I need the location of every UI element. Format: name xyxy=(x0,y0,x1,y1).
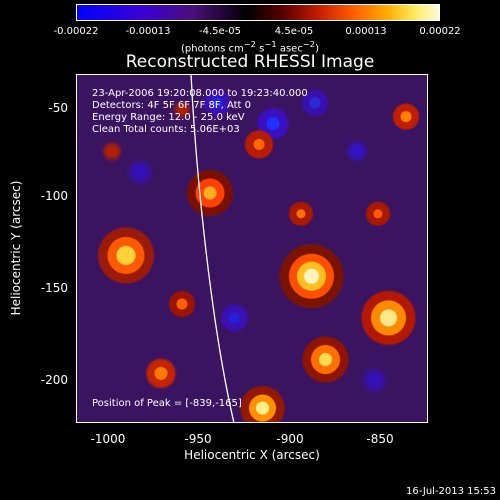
peak-position: Position of Peak = [-839,-165] xyxy=(92,398,242,409)
x-tick-label: -1000 xyxy=(90,432,126,446)
y-tick-label: -100 xyxy=(40,189,68,203)
solar-limb xyxy=(190,74,235,423)
y-tick-label: -200 xyxy=(40,373,68,387)
timestamp: 16-Jul-2013 15:53 xyxy=(405,486,496,497)
info-energy: Energy Range: 12.0 - 25.0 keV xyxy=(92,112,245,123)
colorbar-tick: 0.00013 xyxy=(345,26,387,37)
colorbar-tick: -4.5e-05 xyxy=(199,26,241,37)
x-tick-label: -950 xyxy=(184,432,212,446)
info-time: 23-Apr-2006 19:20:08.000 to 19:23:40.000 xyxy=(92,88,308,99)
x-tick-label: -900 xyxy=(276,432,304,446)
colorbar-tick: -0.00013 xyxy=(125,26,171,37)
y-axis-label: Heliocentric Y (arcsec) xyxy=(9,180,23,316)
info-clean: Clean Total counts: 5.06E+03 xyxy=(92,124,240,135)
colorbar-units: (photons cm−2 s−1 asec−2) xyxy=(180,39,320,55)
x-tick-label: -850 xyxy=(366,432,394,446)
colorbar-tick: 0.00022 xyxy=(419,26,461,37)
colorbar-tick: 4.5e-05 xyxy=(274,26,314,37)
y-tick-label: -150 xyxy=(40,281,68,295)
colorbar-tick: -0.00022 xyxy=(53,26,99,37)
y-tick-label: -50 xyxy=(48,101,68,115)
rhessi-image xyxy=(76,74,428,423)
x-axis-label: Heliocentric X (arcsec) xyxy=(184,448,320,462)
plot-title: Reconstructed RHESSI Image xyxy=(125,52,375,72)
colorbar xyxy=(76,4,440,21)
info-detectors: Detectors: 4F 5F 6F 7F 8F, Att 0 xyxy=(92,100,252,111)
